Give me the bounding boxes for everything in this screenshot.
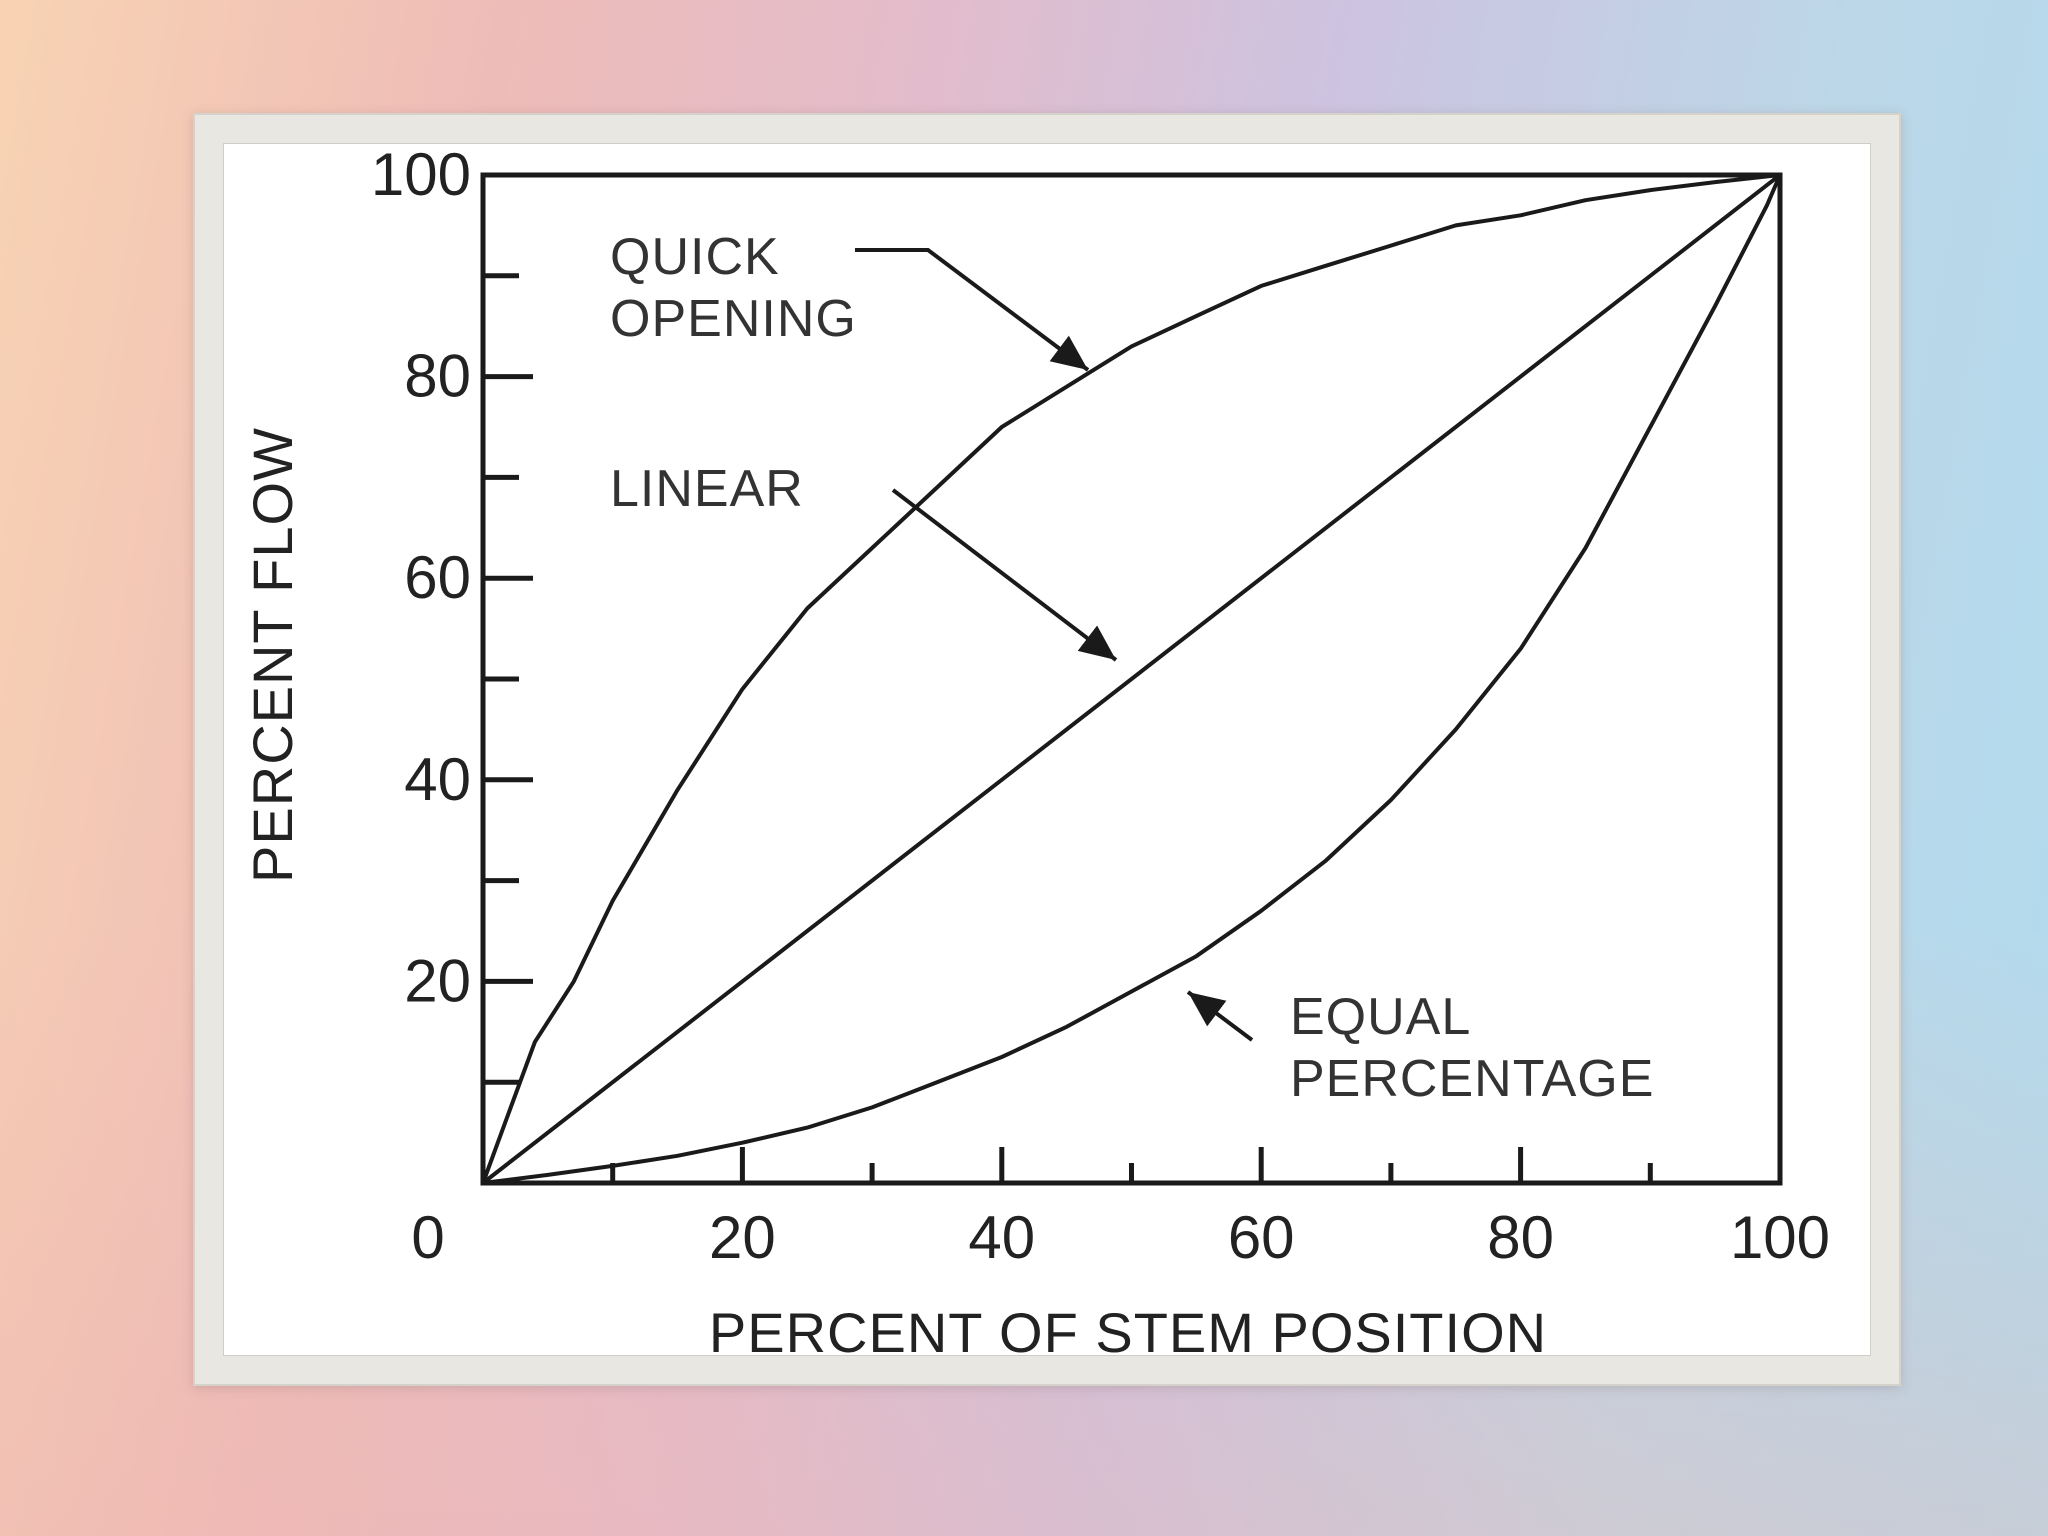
x-tick-label-80: 80 xyxy=(1487,1204,1554,1271)
y-axis-tick-labels: 20 40 60 80 100 xyxy=(371,141,471,1014)
annotation-quick-opening-arrow xyxy=(855,248,1090,372)
y-tick-label-100: 100 xyxy=(371,141,471,208)
y-tick-label-60: 60 xyxy=(404,544,471,611)
annotation-linear-arrow xyxy=(891,488,1118,662)
x-axis-tick-labels: 0 20 40 60 80 100 xyxy=(411,1204,1830,1271)
y-tick-label-20: 20 xyxy=(404,947,471,1014)
x-tick-label-60: 60 xyxy=(1228,1204,1295,1271)
x-tick-label-40: 40 xyxy=(968,1204,1035,1271)
annotation-equal-percentage-line2: PERCENTAGE xyxy=(1290,1050,1654,1108)
annotation-linear: LINEAR xyxy=(610,460,1118,662)
x-axis-ticks xyxy=(610,1147,1653,1183)
annotation-quick-opening-line1: QUICK xyxy=(610,228,780,286)
picture-frame xyxy=(193,113,1901,1386)
x-tick-label-20: 20 xyxy=(709,1204,776,1271)
series-group xyxy=(481,173,1782,1185)
x-axis-title: PERCENT OF STEM POSITION xyxy=(709,1301,1547,1364)
y-axis-title: PERCENT FLOW xyxy=(241,427,304,883)
series-line-linear xyxy=(481,173,1782,1185)
annotation-equal-percentage: EQUAL PERCENTAGE xyxy=(1186,988,1654,1108)
x-tick-label-0: 0 xyxy=(411,1204,444,1271)
annotation-quick-opening: QUICK OPENING xyxy=(610,228,1090,372)
y-tick-label-40: 40 xyxy=(404,746,471,813)
y-axis-ticks xyxy=(483,273,533,1085)
series-line-equal-percentage xyxy=(481,173,1782,1185)
y-tick-label-80: 80 xyxy=(404,343,471,410)
x-tick-label-100: 100 xyxy=(1730,1204,1830,1271)
annotation-equal-percentage-line1: EQUAL xyxy=(1290,988,1471,1046)
annotation-equal-percentage-arrow xyxy=(1186,990,1254,1042)
annotation-linear-label: LINEAR xyxy=(610,460,804,518)
series-line-quick-opening xyxy=(481,173,1782,1185)
annotation-quick-opening-line2: OPENING xyxy=(610,290,857,348)
chart-paper xyxy=(223,143,1871,1356)
